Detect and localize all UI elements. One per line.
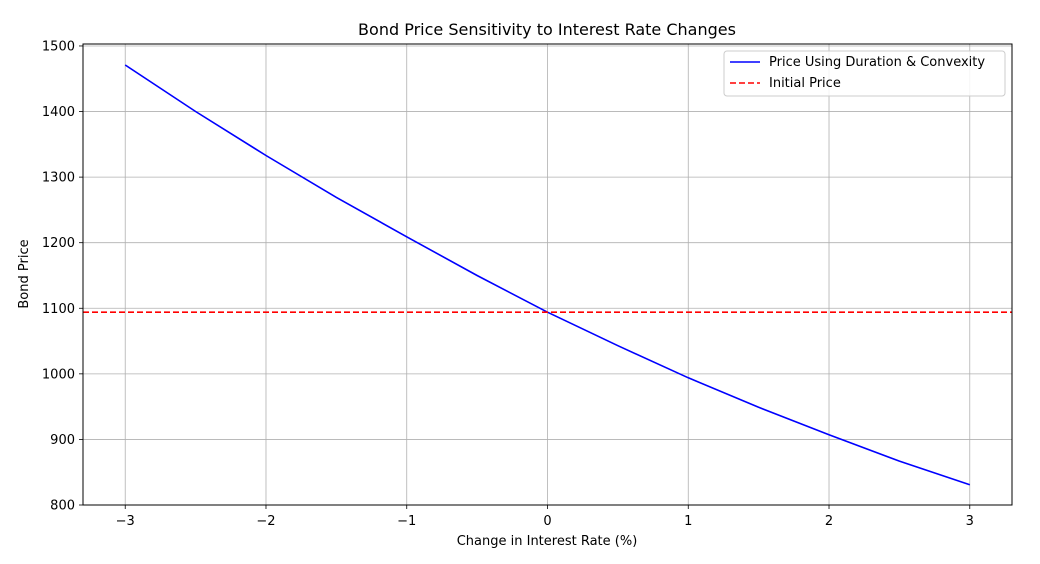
legend-label-initial-price: Initial Price [769, 76, 841, 91]
legend: Price Using Duration & Convexity Initial… [723, 50, 1006, 97]
y-tick-label: 1100 [42, 302, 75, 317]
y-tick-label: 1300 [42, 171, 75, 186]
y-tick-label: 1200 [42, 236, 75, 251]
y-tick-label: 1500 [42, 39, 75, 54]
x-tick-label: −2 [256, 514, 275, 529]
y-tick-label: 1400 [42, 105, 75, 120]
legend-label-duration-convexity: Price Using Duration & Convexity [769, 55, 985, 70]
x-axis-title: Change in Interest Rate (%) [457, 534, 638, 549]
chart-title: Bond Price Sensitivity to Interest Rate … [358, 20, 736, 39]
axis-ticks: −3 −2 −1 0 1 2 3 800 900 1000 1100 1200 1300 1400 1500 [42, 39, 974, 529]
x-tick-label: −1 [397, 514, 416, 529]
x-tick-label: 1 [684, 514, 692, 529]
x-tick-label: −3 [116, 514, 135, 529]
x-tick-label: 3 [966, 514, 974, 529]
legend-box [723, 50, 1006, 97]
y-tick-label: 800 [50, 499, 75, 514]
y-tick-label: 1000 [42, 367, 75, 382]
y-tick-label: 900 [50, 433, 75, 448]
series-layer [83, 64, 1012, 486]
plot-frame [82, 43, 1013, 506]
x-tick-label: 2 [825, 514, 833, 529]
x-tick-label: 0 [543, 514, 551, 529]
y-axis-title: Bond Price [17, 239, 32, 308]
